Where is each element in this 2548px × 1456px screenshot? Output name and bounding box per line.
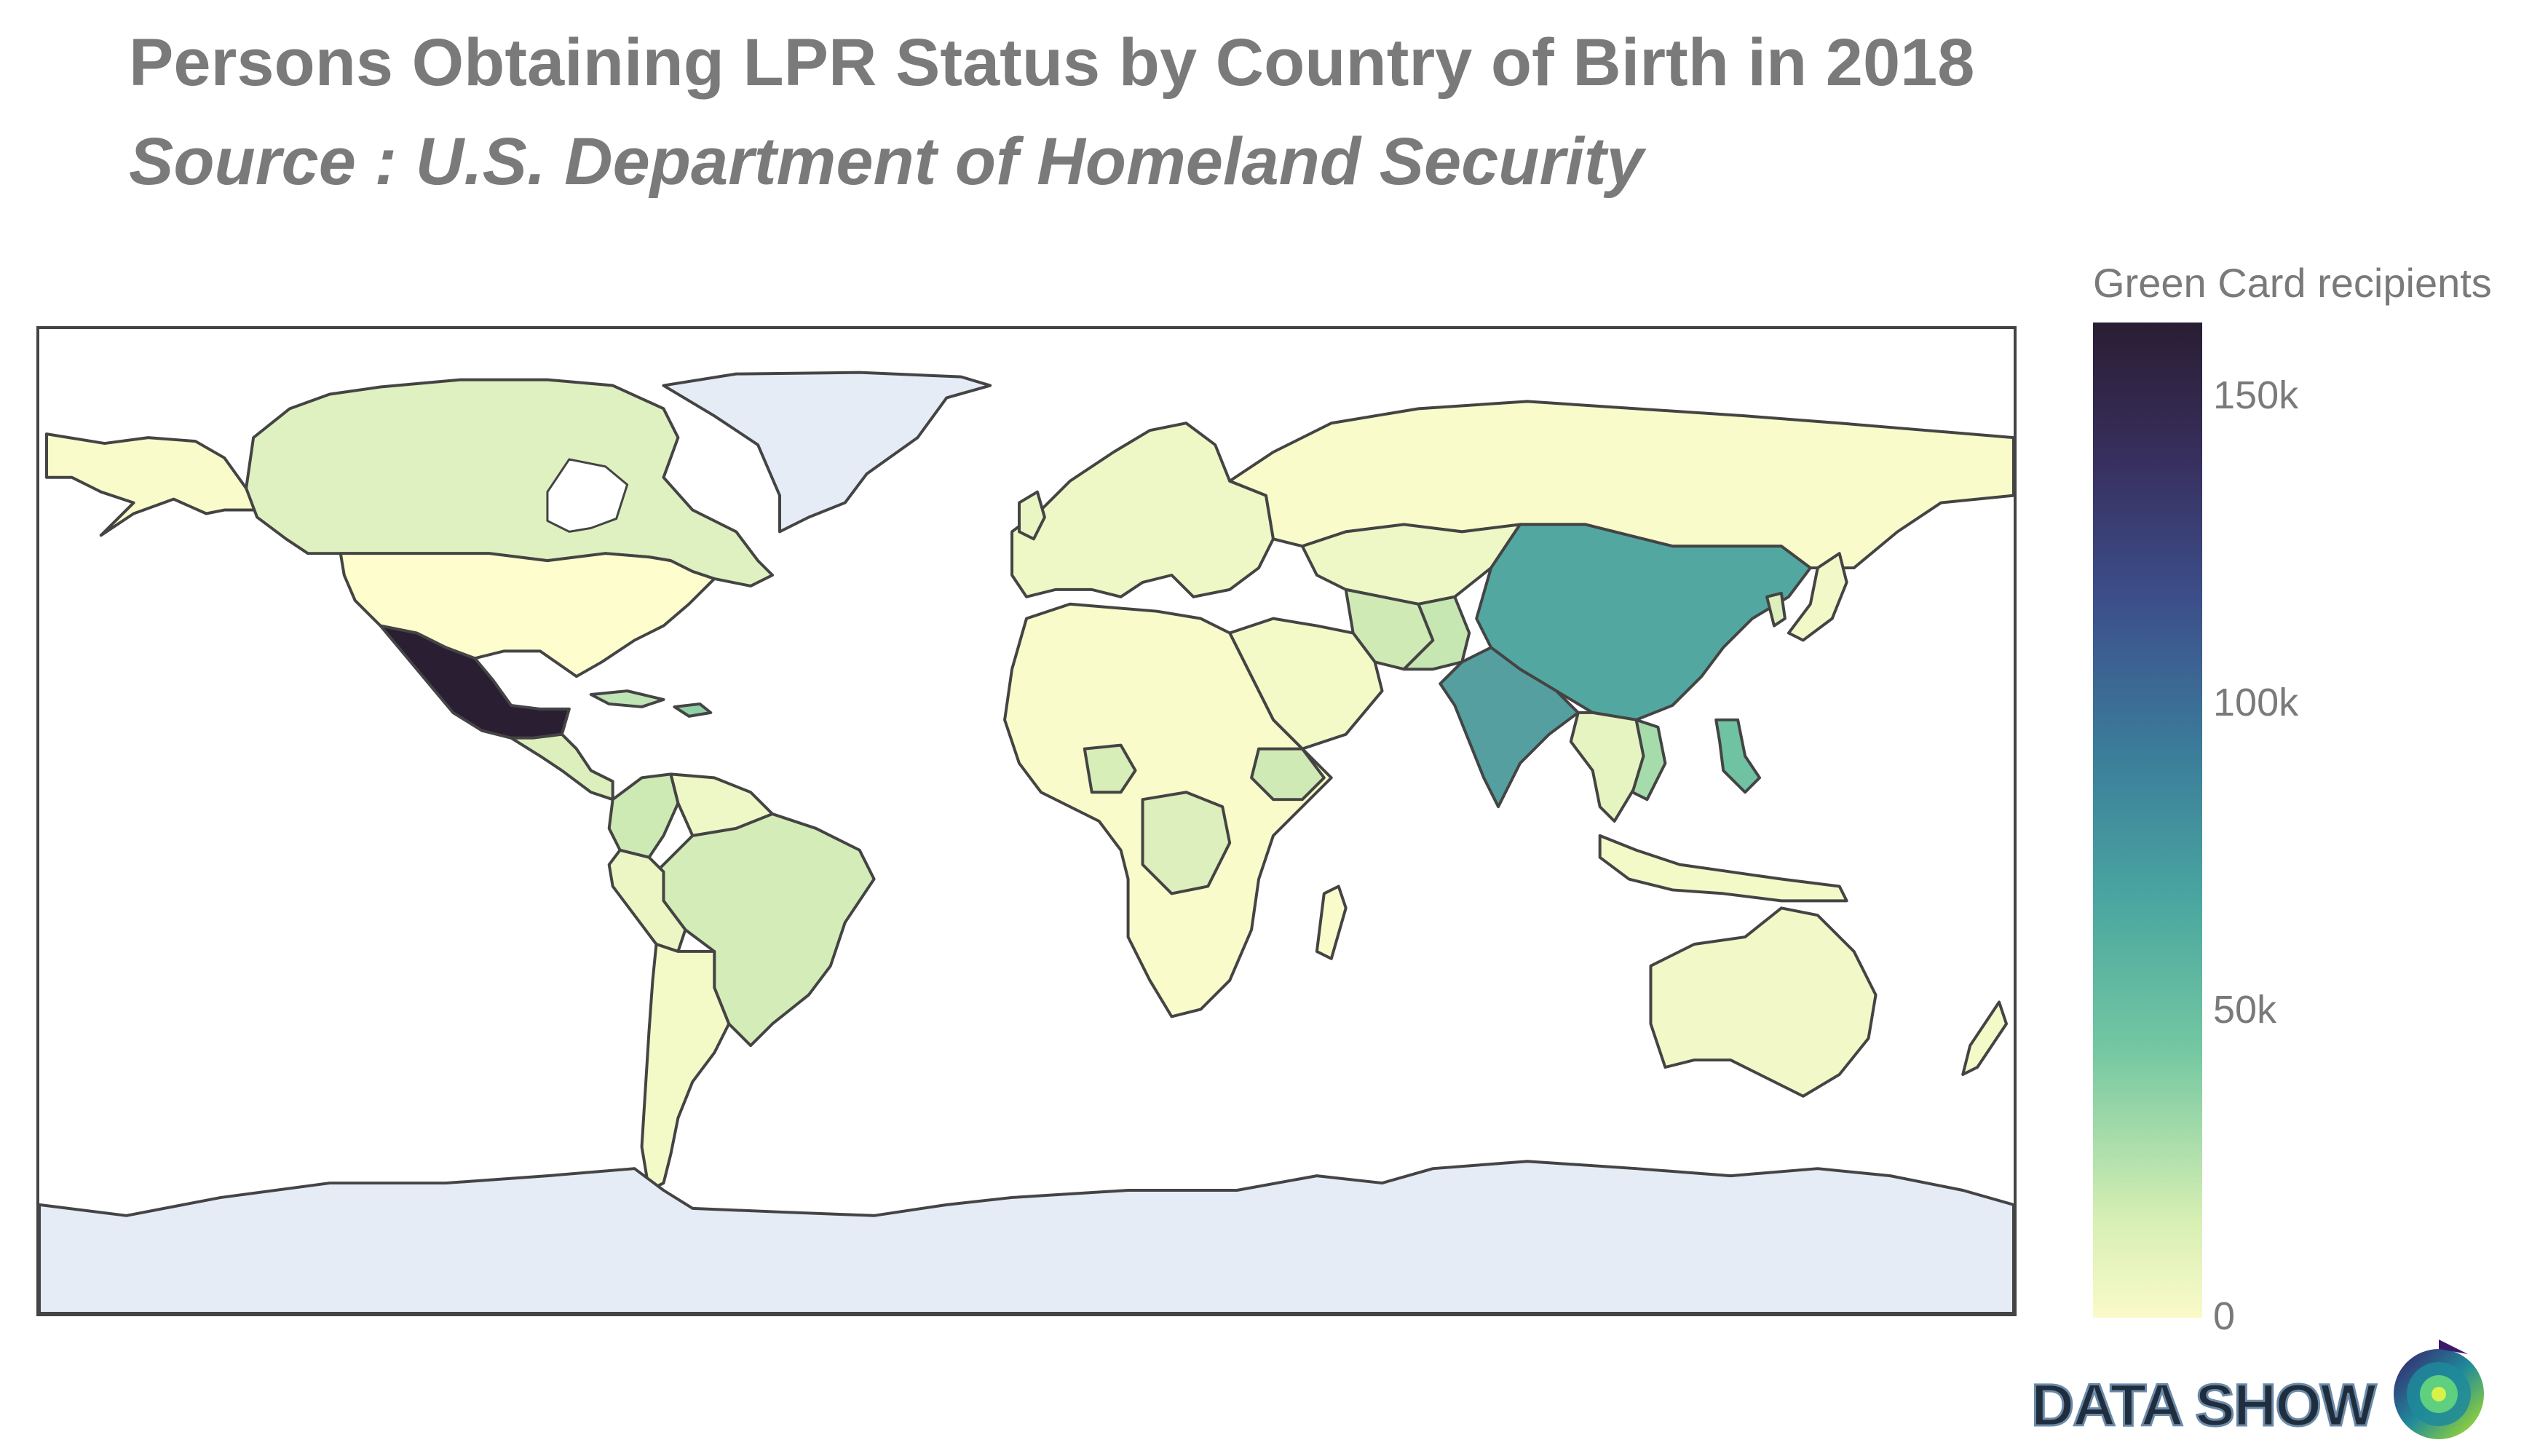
- region-philippines[interactable]: [1714, 718, 1762, 794]
- region-india[interactable]: [1439, 646, 1580, 809]
- region-antarctica[interactable]: [39, 1160, 2014, 1313]
- region-southeast-asia[interactable]: [1569, 711, 1653, 823]
- region-australia[interactable]: [1649, 906, 1878, 1098]
- logo-text: DATA SHOW: [2031, 1372, 2377, 1439]
- region-greenland[interactable]: [662, 371, 992, 534]
- region-central-america[interactable]: [510, 732, 614, 802]
- region-europe[interactable]: [1010, 422, 1275, 598]
- region-korea[interactable]: [1765, 591, 1787, 628]
- region-canada[interactable]: [245, 378, 775, 587]
- region-colombia[interactable]: [607, 772, 680, 859]
- data-show-logo: DATA SHOW: [2031, 1340, 2504, 1449]
- colorbar-gradient: [2093, 323, 2202, 1318]
- region-japan[interactable]: [1787, 552, 1848, 642]
- region-cuba[interactable]: [589, 689, 665, 708]
- logo-mark-icon: [2394, 1340, 2484, 1439]
- colorbar-tick-50k: 50k: [2213, 988, 2277, 1032]
- region-central-asia[interactable]: [1300, 523, 1522, 606]
- page-title: Persons Obtaining LPR Status by Country …: [129, 25, 1975, 100]
- region-indonesia[interactable]: [1598, 834, 1848, 903]
- colorbar-tick-150k: 150k: [2213, 373, 2299, 417]
- page-subtitle: Source : U.S. Department of Homeland Sec…: [129, 124, 1644, 199]
- region-uk[interactable]: [1018, 490, 1046, 541]
- region-new-zealand[interactable]: [1961, 1000, 2009, 1076]
- data-show-logo-svg: DATA SHOW: [2031, 1340, 2484, 1440]
- colorbar-tick-0: 0: [2213, 1294, 2236, 1338]
- region-hispaniola[interactable]: [673, 702, 713, 718]
- region-vietnam[interactable]: [1631, 718, 1667, 802]
- region-alaska[interactable]: [44, 432, 259, 537]
- world-map[interactable]: [36, 326, 2017, 1316]
- region-ethiopia[interactable]: [1250, 747, 1326, 802]
- region-pakistan[interactable]: [1402, 595, 1471, 671]
- region-nigeria[interactable]: [1083, 743, 1137, 794]
- colorbar-tick-100k: 100k: [2213, 681, 2299, 724]
- region-argentina[interactable]: [640, 943, 731, 1192]
- region-madagascar[interactable]: [1315, 885, 1348, 960]
- region-united-states[interactable]: [339, 552, 716, 678]
- colorbar-title: Green Card recipients: [2093, 260, 2492, 306]
- world-map-svg[interactable]: [39, 329, 2014, 1313]
- region-dr-congo[interactable]: [1141, 791, 1232, 895]
